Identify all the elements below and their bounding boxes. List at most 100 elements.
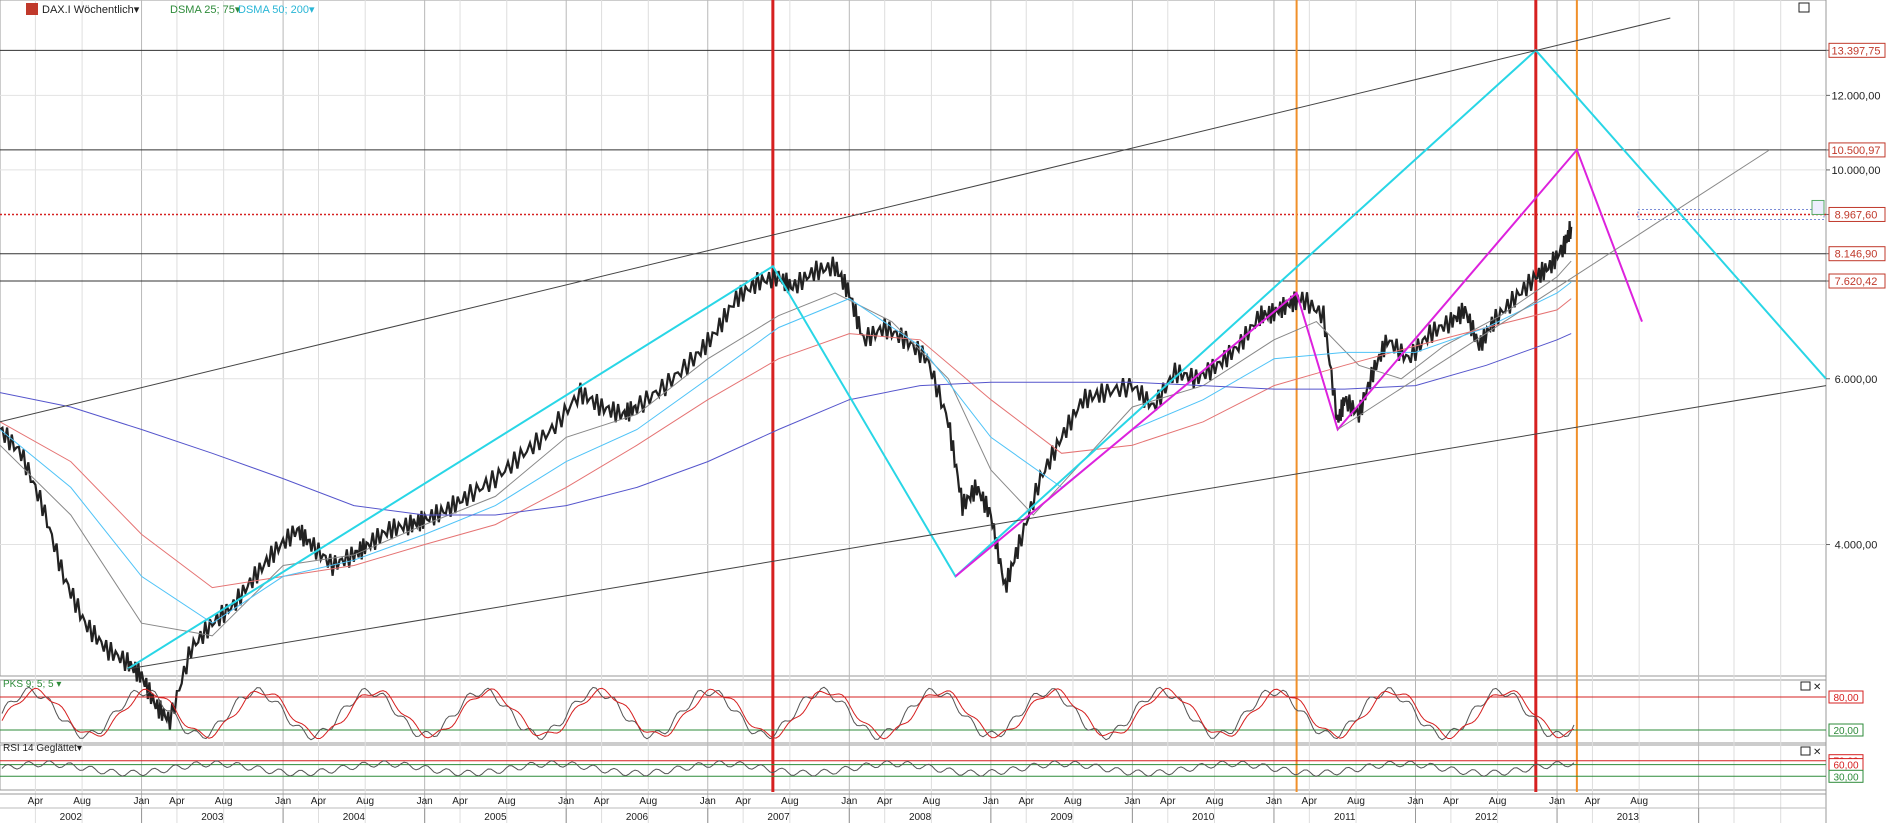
x-axis-month-label: Apr	[1160, 796, 1176, 807]
maximize-panel-icon[interactable]	[1800, 681, 1811, 691]
grid-layer	[0, 0, 1827, 823]
pks-level-box	[1828, 690, 1864, 704]
close-panel-icon[interactable]: ✕	[1813, 747, 1821, 758]
price-axis-label: 4.000,00	[1835, 540, 1878, 552]
x-axis-month-label: Apr	[1585, 796, 1601, 807]
order-ticket-icon[interactable]	[1811, 199, 1825, 215]
x-axis-month-label: Apr	[594, 796, 610, 807]
x-axis-month-label: Aug	[73, 796, 91, 807]
ma2-dropdown[interactable]: DSMA 50; 200▾	[238, 4, 315, 16]
chart-header: DAX.I Wöchentlich▾ DSMA 25; 75▾ DSMA 50;…	[26, 2, 1810, 16]
x-axis-month-label: Jan	[417, 796, 433, 807]
x-axis-month-label: Aug	[781, 796, 799, 807]
rsi-level-label: 30,00	[1833, 772, 1858, 783]
maximize-window-icon[interactable]	[1798, 2, 1810, 13]
x-axis-month-label: Aug	[639, 796, 657, 807]
x-axis-month-label: Jan	[841, 796, 857, 807]
x-axis-month-label: Jan	[1266, 796, 1282, 807]
drawn-trendline[interactable]	[127, 385, 1827, 670]
x-axis-month-label: Jan	[1124, 796, 1140, 807]
x-axis-year-label: 2003	[201, 812, 224, 823]
drawn-trendline[interactable]	[126, 48, 1827, 670]
ma1-dropdown[interactable]: DSMA 25; 75▾	[170, 4, 241, 16]
instrument-logo-icon	[26, 3, 38, 15]
price-label-box	[1828, 273, 1886, 289]
x-axis-month-label: Aug	[498, 796, 516, 807]
x-axis-year-label: 2011	[1334, 812, 1356, 823]
pks-level-label: 20,00	[1833, 726, 1858, 737]
x-axis-month-label: Aug	[923, 796, 941, 807]
close-panel-icon[interactable]: ✕	[1813, 682, 1821, 693]
pks-level-box	[1828, 723, 1864, 737]
x-axis-year-label: 2002	[60, 812, 83, 823]
price-label-box	[1828, 246, 1886, 262]
x-axis-month-label: Apr	[735, 796, 751, 807]
x-axis-month-label: Jan	[983, 796, 999, 807]
moving-average-line[interactable]	[0, 281, 1572, 624]
x-axis-month-label: Apr	[452, 796, 468, 807]
maximize-panel-icon[interactable]	[1800, 746, 1811, 756]
price-axis-label: 7.620,42	[1835, 276, 1878, 288]
x-axis-year-label: 2009	[1051, 812, 1074, 823]
x-axis-month-label: Apr	[877, 796, 893, 807]
x-axis-month-label: Apr	[169, 796, 185, 807]
x-axis-month-label: Apr	[28, 796, 44, 807]
axis-layer: 13.397,75 12.000,00 10.500,97 10.000,00 8.96…	[0, 42, 1886, 823]
vertical-markers	[771, 0, 1578, 792]
x-axis-month-label: Jan	[558, 796, 574, 807]
x-axis-month-label: Apr	[1302, 796, 1318, 807]
x-axis-month-label: Apr	[1443, 796, 1459, 807]
x-axis-month-label: Jan	[133, 796, 149, 807]
x-axis-month-label: Aug	[1347, 796, 1365, 807]
x-axis-year-label: 2004	[343, 812, 366, 823]
pks-main-line[interactable]	[1, 686, 1575, 741]
rsi-dropdown[interactable]: RSI 14 Geglättet▾	[3, 743, 82, 754]
rsi-level-box	[1828, 769, 1864, 783]
x-axis-month-label: Aug	[1489, 796, 1507, 807]
moving-average-line[interactable]	[0, 260, 1572, 637]
x-axis-month-label: Aug	[1206, 796, 1224, 807]
x-axis-year-label: 2010	[1192, 812, 1215, 823]
x-axis-month-label: Aug	[215, 796, 233, 807]
x-axis-year-label: 2008	[909, 812, 932, 823]
x-axis-month-label: Aug	[1064, 796, 1082, 807]
x-axis-year-label: 2005	[484, 812, 507, 823]
price-axis-label: 8.967,60	[1835, 209, 1878, 221]
rsi-panel-frame	[0, 744, 1827, 791]
price-candles-series[interactable]	[0, 221, 1573, 731]
symbol-dropdown[interactable]: DAX.I Wöchentlich▾	[42, 4, 140, 16]
trendline-layer[interactable]	[0, 17, 1827, 670]
rsi-main-line[interactable]	[1, 760, 1575, 777]
x-axis-month-label: Jan	[700, 796, 716, 807]
price-axis-label: 13.397,75	[1832, 45, 1881, 57]
rsi-level-label: 60,00	[1833, 761, 1858, 772]
x-axis-year-label: 2006	[626, 812, 649, 823]
x-axis-month-label: Apr	[1018, 796, 1034, 807]
price-axis-label: 12.000,00	[1832, 90, 1881, 102]
x-axis-year-label: 2012	[1475, 812, 1498, 823]
x-axis-month-label: Jan	[1407, 796, 1423, 807]
x-axis-month-label: Aug	[1630, 796, 1648, 807]
price-axis-label: 6.000,00	[1835, 374, 1878, 386]
price-axis-label: 8.146,90	[1835, 249, 1878, 261]
pks-level-label: 80,00	[1833, 693, 1858, 704]
price-axis-label: 10.000,00	[1832, 165, 1881, 177]
x-axis-month-label: Jan	[1549, 796, 1565, 807]
pks-dropdown[interactable]: PKS 9; 5; 5 ▾	[3, 679, 61, 690]
pks-signal-line[interactable]	[1, 687, 1575, 740]
drawn-trendline[interactable]	[954, 147, 1643, 578]
moving-average-line[interactable]	[0, 333, 1572, 516]
price-axis-label: 10.500,97	[1832, 145, 1881, 157]
x-axis-year-label: 2013	[1617, 812, 1640, 823]
x-axis-month-label: Aug	[356, 796, 374, 807]
price-series-layer[interactable]	[0, 221, 1573, 731]
price-zone-box[interactable]	[1637, 208, 1825, 220]
horizontal-levels	[0, 49, 1826, 282]
price-label-box	[1828, 42, 1886, 58]
drawn-trendline[interactable]	[1337, 149, 1770, 430]
x-axis-year-label: 2007	[767, 812, 790, 823]
drawn-trendline[interactable]	[0, 17, 1671, 423]
